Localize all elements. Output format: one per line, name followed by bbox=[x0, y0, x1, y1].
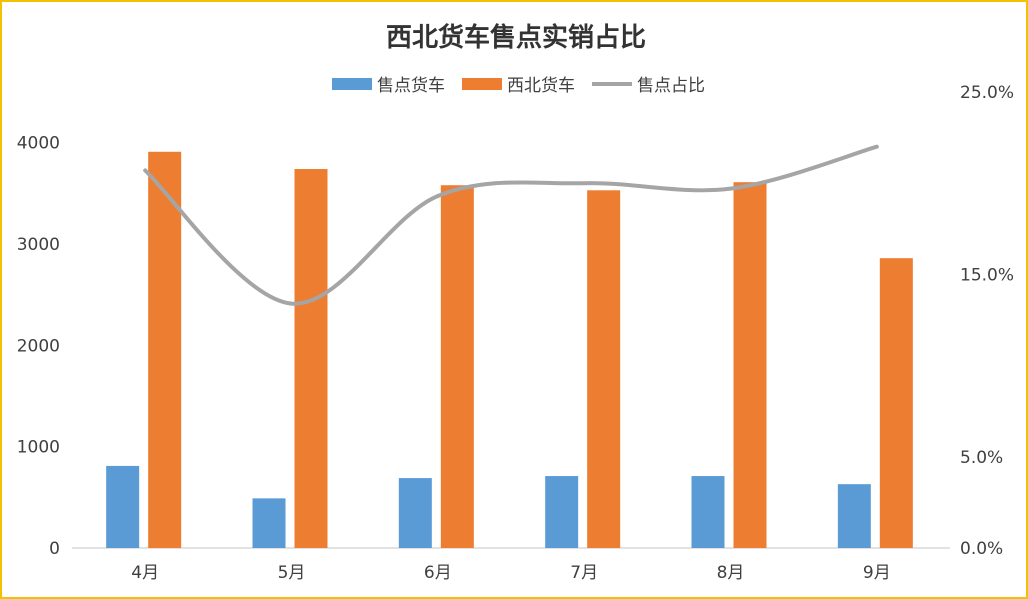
legend: 售点货车 西北货车 售点占比 bbox=[332, 76, 705, 96]
legend-item: 售点货车 bbox=[332, 76, 445, 96]
bar-outlet-trucks bbox=[106, 465, 140, 548]
y-left-tick-label: 2000 bbox=[17, 336, 60, 356]
bar-outlet-trucks bbox=[837, 484, 871, 548]
legend-label: 售点货车 bbox=[377, 76, 445, 96]
legend-swatch bbox=[462, 78, 502, 90]
bar-northwest-trucks bbox=[440, 185, 474, 548]
y-left-tick-label: 3000 bbox=[17, 235, 60, 255]
bar-northwest-trucks bbox=[733, 182, 767, 549]
x-tick-label: 6月 bbox=[424, 563, 452, 583]
y-right-tick-label: 25.0% bbox=[960, 83, 1014, 103]
legend-item: 西北货车 bbox=[462, 76, 575, 96]
y-right-tick-label: 5.0% bbox=[960, 448, 1003, 468]
legend-label: 西北货车 bbox=[507, 76, 575, 96]
x-tick-label: 9月 bbox=[863, 563, 891, 583]
y-left-tick-label: 4000 bbox=[17, 134, 60, 154]
plot-area: 0 1000 2000 3000 4000 0.0% 5.0% 15.0% 25.0% 4月 5月 6… bbox=[17, 83, 1014, 583]
bar-northwest-trucks bbox=[294, 169, 328, 548]
chart-title: 西北货车售点实销占比 bbox=[386, 22, 646, 53]
x-tick-label: 8月 bbox=[717, 563, 745, 583]
bar-outlet-trucks bbox=[252, 498, 286, 548]
bar-outlet-trucks bbox=[398, 478, 432, 548]
line-outlet-share bbox=[143, 144, 879, 306]
y-left-tick-label: 0 bbox=[49, 539, 60, 559]
legend-label: 售点占比 bbox=[637, 76, 705, 96]
bar-northwest-trucks bbox=[879, 258, 913, 548]
bar-northwest-trucks bbox=[148, 151, 182, 548]
y-left-tick-label: 1000 bbox=[17, 438, 60, 458]
y-right-tick-label: 15.0% bbox=[960, 265, 1014, 285]
y-right-tick-label: 0.0% bbox=[960, 539, 1003, 559]
x-tick-label: 5月 bbox=[278, 563, 306, 583]
legend-item: 售点占比 bbox=[592, 76, 705, 96]
x-tick-label: 4月 bbox=[131, 563, 159, 583]
bar-outlet-trucks bbox=[545, 476, 579, 548]
bar-outlet-trucks bbox=[691, 476, 725, 548]
bar-northwest-trucks bbox=[587, 190, 621, 548]
legend-swatch bbox=[332, 78, 372, 90]
x-tick-label: 7月 bbox=[570, 563, 598, 583]
